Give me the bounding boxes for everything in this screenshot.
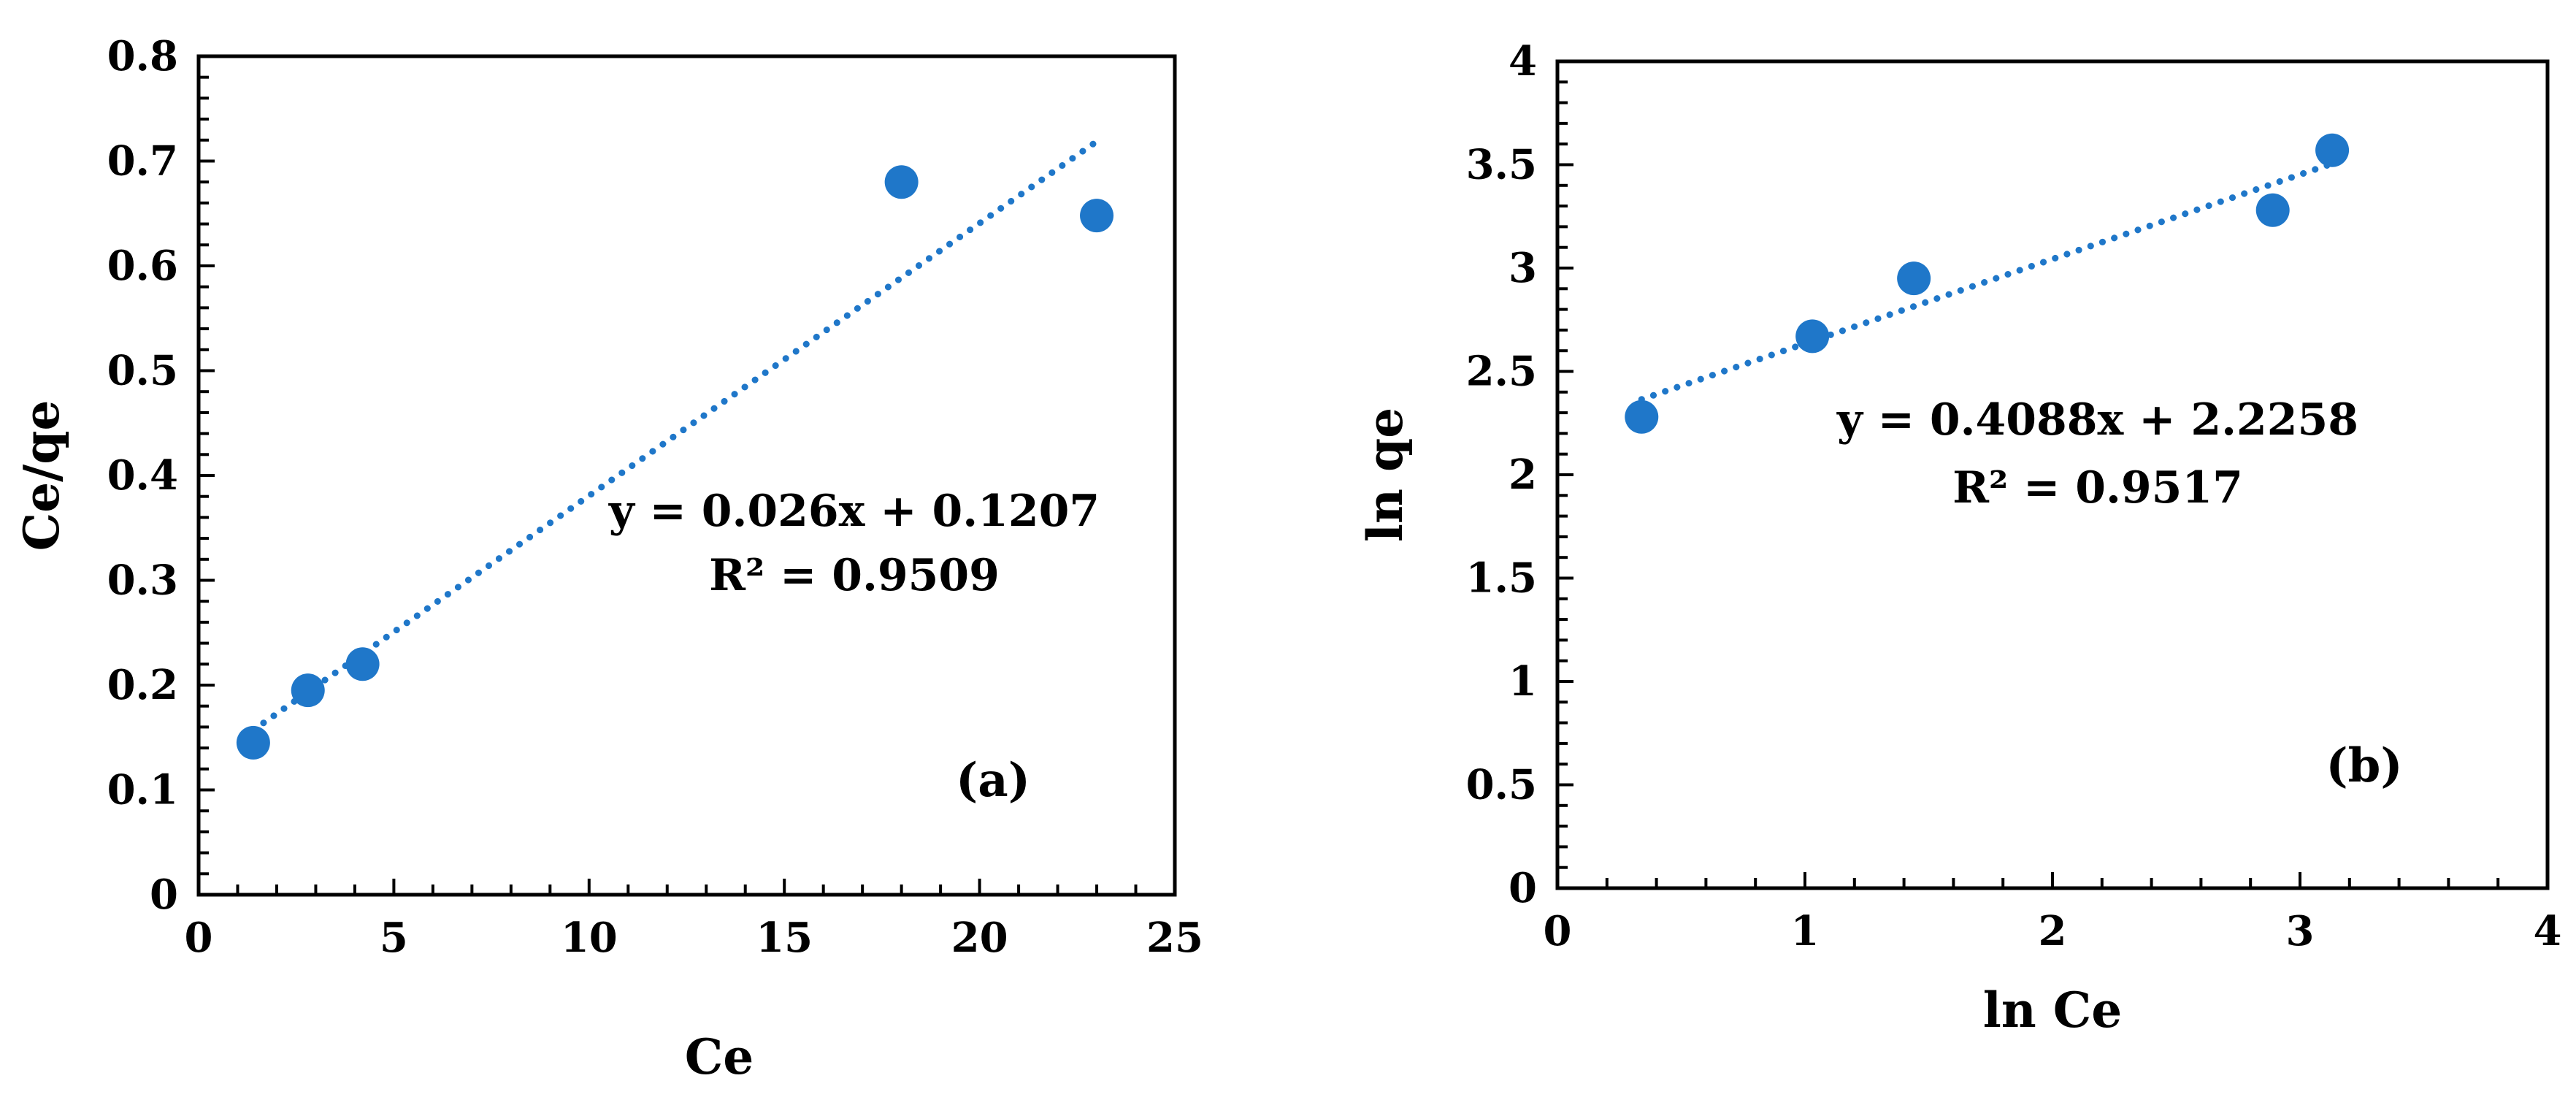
chart-a-y-tick-label: 0.3: [107, 557, 178, 605]
chart-b-x-tick-label: 4: [2534, 907, 2562, 955]
chart-a-data-point: [1080, 199, 1114, 233]
chart-b-data-point: [1795, 319, 1830, 354]
chart-a-x-tick-label: 10: [561, 914, 618, 962]
chart-b-panel-label: (b): [2326, 738, 2402, 793]
chart-b-x-tick-labels: 0 1 2 3 4: [1544, 907, 2562, 955]
chart-b-y-tick-label: 3.5: [1466, 141, 1537, 189]
chart-a-data-point: [345, 647, 380, 681]
chart-b-y-tick-label: 3: [1509, 244, 1537, 292]
chart-b: 0 1 2 3 4 0 0.5 1 1.5 2 2.5 3 3.5 4 ln Ce ln qe y = …: [1357, 37, 2561, 1039]
chart-a-x-tick-labels: 0 5 10 15 20 25: [185, 914, 1203, 962]
chart-a-y-tick-label: 0.4: [107, 451, 178, 500]
chart-b-y-tick-label: 1.5: [1466, 554, 1537, 603]
chart-a-x-axis-title: Ce: [685, 1028, 754, 1085]
chart-b-points: [1625, 133, 2350, 434]
chart-b-y-tick-label: 4: [1509, 37, 1537, 85]
chart-a-minor-ticks: [197, 55, 1176, 896]
chart-a-x-tick-label: 20: [951, 914, 1008, 962]
chart-b-y-axis-title: ln qe: [1357, 408, 1414, 542]
chart-b-y-tick-label: 2: [1509, 451, 1537, 499]
chart-a-equation: y = 0.026x + 0.1207: [608, 486, 1100, 537]
chart-b-x-tick-label: 1: [1791, 907, 1820, 955]
chart-a-y-tick-label: 0.7: [107, 137, 178, 186]
chart-a-data-point: [236, 725, 270, 760]
chart-a: 0 5 10 15 20 25 00.10.20.30.40.50.60.70.8 Ce …: [13, 32, 1203, 1085]
chart-a-x-tick-label: 5: [380, 914, 408, 962]
chart-b-r-squared: R² = 0.9517: [1952, 462, 2243, 513]
chart-a-data-point: [884, 165, 919, 199]
chart-b-x-tick-label: 0: [1544, 907, 1572, 955]
chart-a-y-tick-label: 0.5: [107, 347, 178, 395]
chart-a-x-tick-label: 25: [1146, 914, 1203, 962]
chart-a-y-tick-labels: 0 0.1 0.2 0.3 0.4 0.5 0.6 0.7 0.8: [107, 32, 178, 919]
chart-b-data-point: [2255, 193, 2290, 227]
chart-a-y-tick-label: 0.6: [107, 242, 178, 290]
chart-a-x-tick-label: 0: [185, 914, 213, 962]
chart-b-minor-ticks: [1556, 60, 2549, 890]
chart-a-y-tick-label: 0.2: [107, 661, 178, 709]
chart-a-y-tick-label: 0.1: [107, 766, 178, 814]
chart-a-trendline: [250, 138, 1100, 734]
chart-b-data-point: [1897, 261, 1931, 296]
chart-a-r-squared: R² = 0.9509: [709, 550, 1000, 601]
chart-b-data-point: [2315, 133, 2350, 167]
chart-b-y-tick-label: 0: [1509, 864, 1537, 912]
chart-b-x-tick-label: 2: [2039, 907, 2067, 955]
chart-b-equation: y = 0.4088x + 2.2258: [1836, 394, 2358, 446]
chart-b-y-tick-label: 2.5: [1466, 348, 1537, 396]
chart-b-y-tick-label: 1: [1509, 657, 1537, 706]
chart-a-y-tick-label: 0: [150, 871, 178, 919]
chart-b-y-tick-labels: 0 0.5 1 1.5 2 2.5 3 3.5 4: [1466, 37, 1537, 912]
chart-a-y-axis-title: Ce/qe: [13, 400, 70, 551]
chart-b-trendline: [1638, 160, 2336, 403]
chart-b-data-point: [1625, 400, 1659, 434]
chart-a-y-tick-label: 0.8: [107, 32, 178, 80]
chart-b-x-axis-title: ln Ce: [1983, 982, 2123, 1039]
chart-a-panel-label: (a): [956, 753, 1030, 808]
chart-a-data-point: [291, 673, 325, 708]
chart-b-x-tick-label: 3: [2286, 907, 2315, 955]
chart-a-points: [236, 165, 1114, 760]
chart-a-x-tick-label: 15: [756, 914, 813, 962]
chart-b-y-tick-label: 0.5: [1466, 761, 1537, 809]
